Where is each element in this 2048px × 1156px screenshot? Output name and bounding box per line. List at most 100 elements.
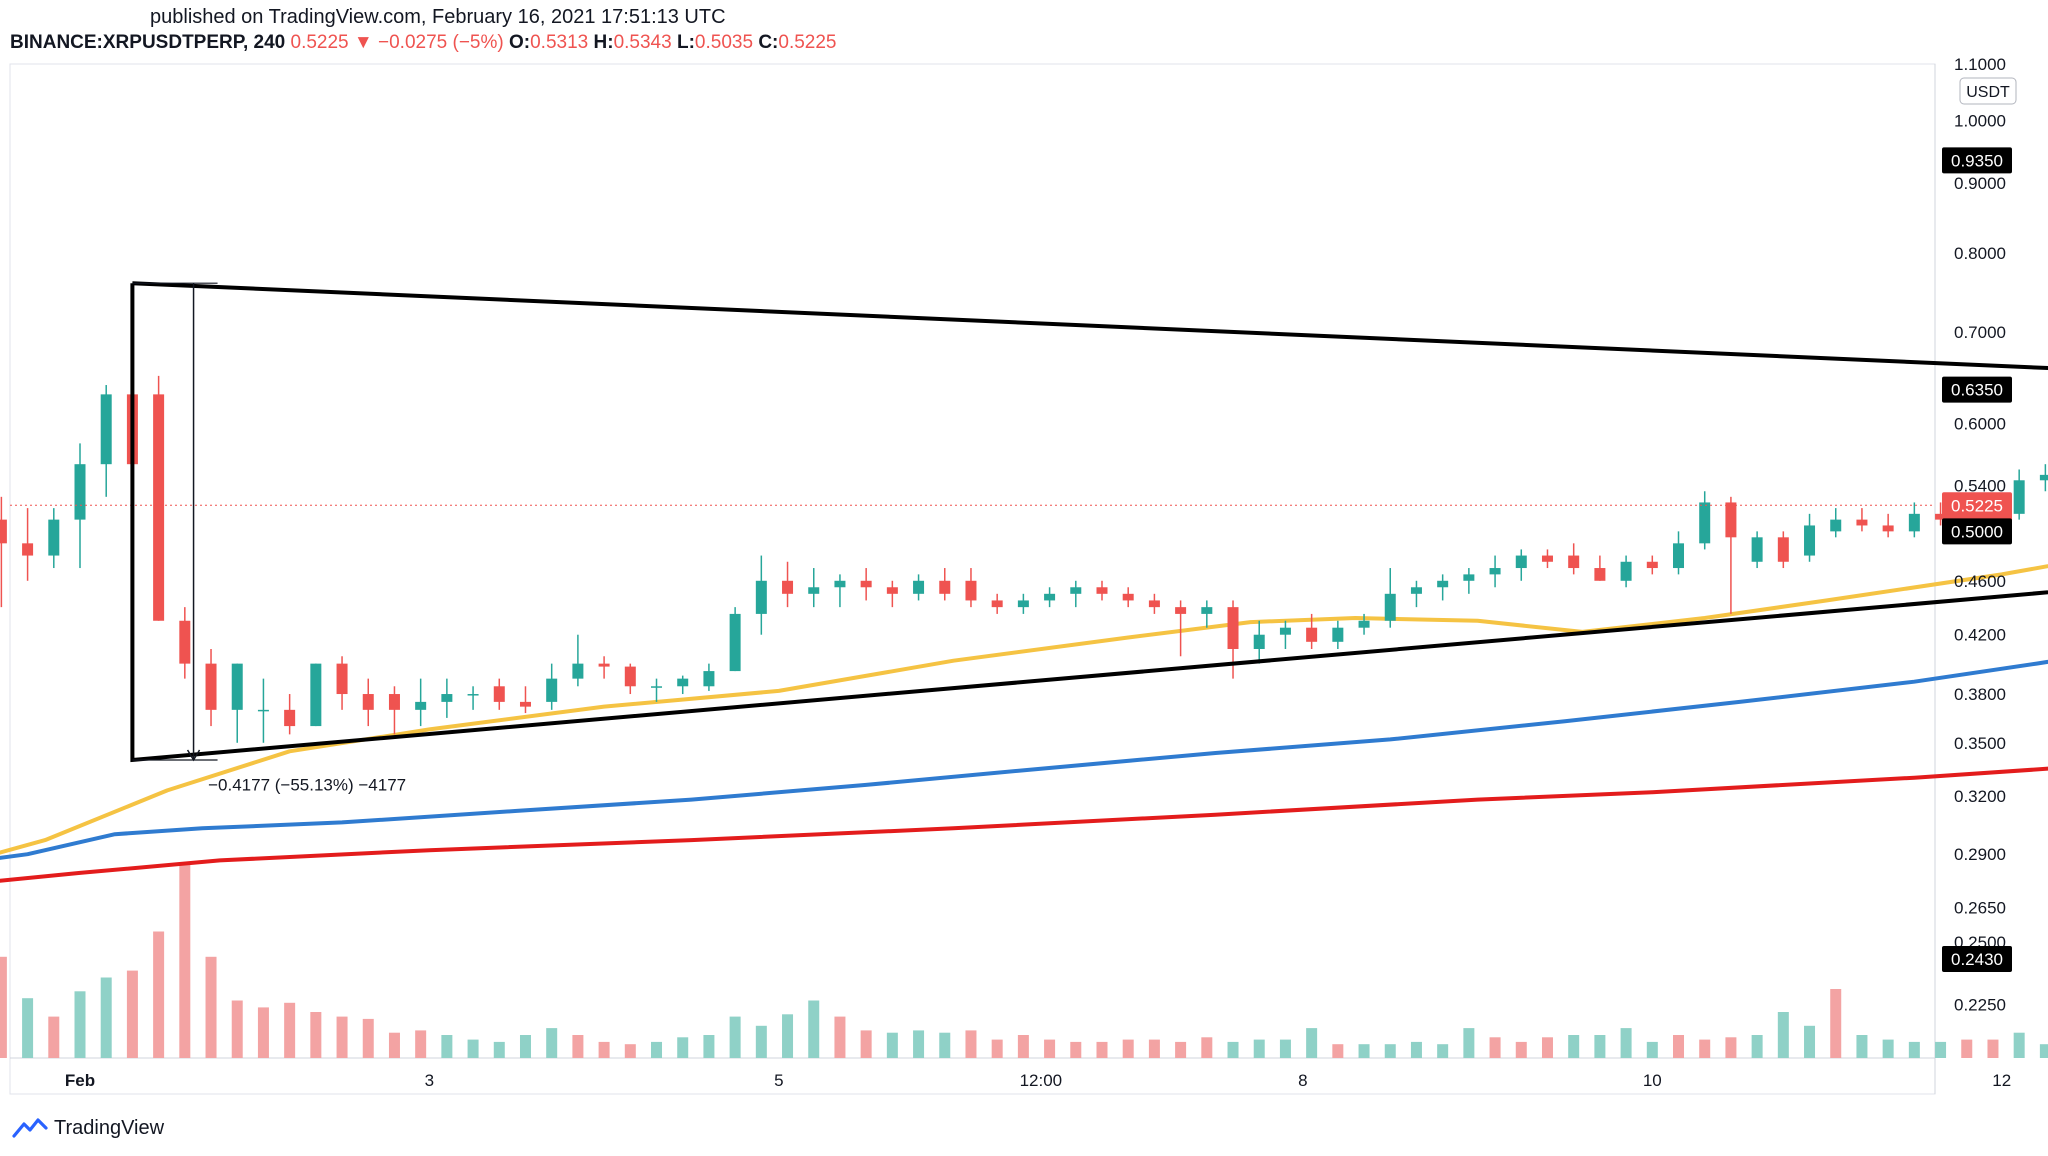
candle-body[interactable] bbox=[651, 686, 663, 688]
candle-body[interactable] bbox=[179, 620, 191, 664]
volume-bar bbox=[860, 1030, 872, 1058]
candle-body[interactable] bbox=[965, 580, 977, 601]
candle-body[interactable] bbox=[388, 694, 400, 710]
candle-body[interactable] bbox=[1332, 627, 1344, 642]
volume-bar bbox=[1646, 1041, 1658, 1058]
volume-bar bbox=[1227, 1041, 1239, 1058]
candle-body[interactable] bbox=[677, 678, 689, 687]
candle-body[interactable] bbox=[1856, 519, 1868, 526]
candle-body[interactable] bbox=[100, 394, 112, 465]
candle-body[interactable] bbox=[1279, 627, 1291, 635]
candle-body[interactable] bbox=[1725, 502, 1737, 538]
candle-body[interactable] bbox=[1384, 593, 1396, 621]
currency-badge[interactable]: USDT bbox=[1959, 77, 2017, 105]
candle-body[interactable] bbox=[624, 666, 636, 687]
volume-bar bbox=[1122, 1039, 1134, 1058]
candle-body[interactable] bbox=[1410, 587, 1422, 594]
candle-body[interactable] bbox=[991, 600, 1003, 608]
candle-body[interactable] bbox=[1201, 607, 1213, 614]
candle-body[interactable] bbox=[1227, 607, 1239, 649]
candle-body[interactable] bbox=[1673, 543, 1685, 569]
candle-body[interactable] bbox=[782, 580, 794, 594]
candle-body[interactable] bbox=[467, 694, 479, 696]
candle-body[interactable] bbox=[1437, 580, 1449, 588]
candle-body[interactable] bbox=[1306, 627, 1318, 642]
candle-body[interactable] bbox=[362, 694, 374, 710]
tradingview-brand[interactable]: TradingView bbox=[12, 1116, 164, 1140]
candle-body[interactable] bbox=[1882, 525, 1894, 532]
candle-body[interactable] bbox=[284, 709, 296, 727]
candle-body[interactable] bbox=[1463, 574, 1475, 581]
candle-body[interactable] bbox=[231, 663, 243, 710]
volume-bar bbox=[598, 1041, 610, 1058]
price-label-text: 0.5225 bbox=[1951, 496, 2003, 515]
candle-body[interactable] bbox=[860, 580, 872, 588]
candle-body[interactable] bbox=[257, 709, 269, 712]
volume-bar bbox=[1096, 1041, 1108, 1058]
candle-body[interactable] bbox=[1096, 587, 1108, 594]
candle-body[interactable] bbox=[1699, 502, 1711, 544]
candle-body[interactable] bbox=[493, 686, 505, 702]
candle-body[interactable] bbox=[1044, 593, 1056, 601]
candle-body[interactable] bbox=[310, 663, 322, 727]
candle-body[interactable] bbox=[153, 394, 165, 621]
candle-body[interactable] bbox=[729, 613, 741, 672]
candle-body[interactable] bbox=[415, 701, 427, 710]
volume-bar bbox=[205, 956, 217, 1058]
candle-body[interactable] bbox=[1541, 555, 1553, 562]
price-tick-label: 0.6000 bbox=[1954, 414, 2006, 433]
candle-body[interactable] bbox=[1751, 537, 1763, 562]
candle-body[interactable] bbox=[1489, 568, 1501, 575]
candle-body[interactable] bbox=[1935, 513, 1947, 520]
candle-body[interactable] bbox=[598, 663, 610, 667]
volume-bar bbox=[467, 1039, 479, 1058]
ma50-line bbox=[0, 564, 2048, 855]
volume-bar bbox=[1830, 989, 1842, 1058]
candle-body[interactable] bbox=[913, 580, 925, 594]
candle-body[interactable] bbox=[48, 519, 60, 556]
volume-bar bbox=[493, 1041, 505, 1058]
close-value: 0.5225 bbox=[778, 32, 837, 53]
candle-body[interactable] bbox=[1804, 525, 1816, 556]
candle-body[interactable] bbox=[703, 671, 715, 687]
candle-body[interactable] bbox=[1122, 593, 1134, 601]
candle-body[interactable] bbox=[1358, 620, 1370, 628]
candle-body[interactable] bbox=[0, 519, 7, 544]
candle-body[interactable] bbox=[336, 663, 348, 695]
candle-body[interactable] bbox=[1777, 537, 1789, 562]
open-value: 0.5313 bbox=[530, 32, 589, 53]
price-tick-label: 0.5400 bbox=[1954, 477, 2006, 496]
candle-body[interactable] bbox=[1175, 607, 1187, 614]
candle-body[interactable] bbox=[1908, 513, 1920, 532]
candle-body[interactable] bbox=[755, 580, 767, 614]
candle-body[interactable] bbox=[74, 464, 86, 520]
candle-body[interactable] bbox=[939, 580, 951, 594]
candle-body[interactable] bbox=[2039, 474, 2048, 481]
candle-body[interactable] bbox=[886, 587, 898, 594]
candle-body[interactable] bbox=[22, 543, 34, 556]
candle-body[interactable] bbox=[1148, 600, 1160, 608]
candle-body[interactable] bbox=[205, 663, 217, 710]
candle-body[interactable] bbox=[808, 587, 820, 594]
candle-body[interactable] bbox=[1594, 568, 1606, 581]
price-tick-label: 1.1000 bbox=[1954, 55, 2006, 74]
candle-body[interactable] bbox=[1568, 555, 1580, 569]
candle-body[interactable] bbox=[1017, 600, 1029, 608]
candle-body[interactable] bbox=[2013, 480, 2025, 514]
candle-body[interactable] bbox=[1515, 555, 1527, 569]
candle-body[interactable] bbox=[1620, 561, 1632, 581]
candle-body[interactable] bbox=[1070, 587, 1082, 594]
candle-body[interactable] bbox=[572, 663, 584, 679]
symbol-name[interactable]: BINANCE:XRPUSDTPERP, 240 bbox=[10, 32, 286, 53]
candle-body[interactable] bbox=[1646, 561, 1658, 569]
candle-body[interactable] bbox=[1830, 519, 1842, 532]
candle-body[interactable] bbox=[519, 701, 531, 707]
price-tick-label: 0.2250 bbox=[1954, 996, 2006, 1015]
candle-body[interactable] bbox=[1253, 634, 1265, 649]
volume-bar bbox=[441, 1035, 453, 1058]
candle-body[interactable] bbox=[546, 678, 558, 702]
candle-body[interactable] bbox=[834, 580, 846, 588]
triangle-pattern[interactable] bbox=[130, 281, 2048, 763]
candle-body[interactable] bbox=[441, 694, 453, 702]
